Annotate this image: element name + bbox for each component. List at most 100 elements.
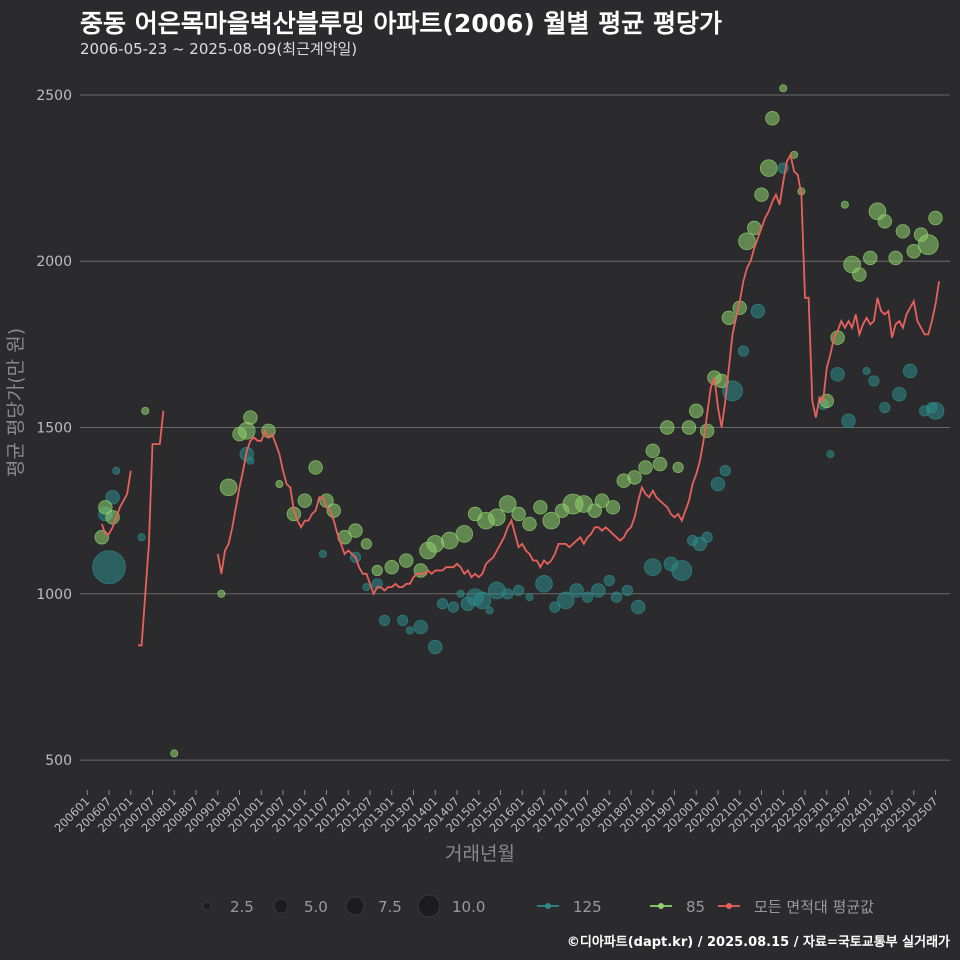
- data-point: [868, 375, 880, 387]
- legend-series-label: 125: [573, 898, 602, 916]
- data-point: [362, 583, 371, 592]
- data-point: [710, 476, 726, 492]
- data-point: [426, 535, 445, 553]
- data-point: [219, 478, 238, 497]
- data-point: [525, 593, 534, 602]
- data-point: [556, 591, 575, 610]
- y-tick-label: 500: [45, 753, 72, 769]
- data-point: [779, 84, 788, 93]
- data-point: [826, 450, 835, 459]
- data-point: [456, 589, 465, 598]
- data-point: [830, 367, 845, 382]
- data-point: [672, 461, 684, 474]
- y-axis-title: 평균 평당가(만 원): [5, 328, 27, 477]
- data-point: [92, 550, 126, 584]
- data-point: [627, 470, 642, 485]
- data-point: [246, 456, 255, 465]
- data-point: [581, 591, 594, 603]
- legend-series-dot: [726, 903, 732, 909]
- data-point: [699, 423, 715, 439]
- data-point: [511, 506, 526, 522]
- data-point: [879, 401, 891, 414]
- average-line: [138, 410, 165, 647]
- data-point: [892, 387, 907, 402]
- data-point: [671, 560, 693, 581]
- data-point: [533, 500, 548, 515]
- data-point: [371, 564, 383, 577]
- average-line: [216, 152, 940, 596]
- y-tick-label: 1000: [36, 587, 72, 603]
- data-point: [513, 584, 525, 597]
- data-point: [98, 500, 113, 515]
- data-point: [862, 366, 871, 375]
- data-point: [591, 583, 606, 598]
- data-point: [643, 558, 662, 576]
- legend-size-swatch: [345, 896, 365, 916]
- data-point: [594, 493, 610, 508]
- data-point: [105, 490, 120, 505]
- data-point: [326, 503, 341, 518]
- data-point: [701, 531, 713, 543]
- data-point: [217, 589, 226, 598]
- source-caption: ©디아파트(dapt.kr) / 2025.08.15 / 자료=국토교통부 실…: [566, 935, 950, 950]
- legend-size-label: 5.0: [304, 898, 328, 916]
- data-point: [840, 200, 849, 209]
- data-point: [522, 516, 537, 532]
- data-point: [569, 583, 584, 598]
- data-point: [754, 187, 769, 202]
- data-point: [719, 465, 731, 477]
- data-point: [378, 614, 391, 626]
- legend-series-dot: [545, 903, 551, 909]
- data-point: [297, 493, 312, 508]
- data-point: [535, 575, 553, 593]
- data-point: [605, 500, 621, 515]
- data-point: [243, 410, 258, 425]
- data-point: [94, 530, 109, 545]
- data-point: [928, 210, 943, 226]
- data-point: [141, 406, 150, 415]
- data-point: [631, 599, 646, 615]
- legend-series-label: 모든 면적대 평균값: [754, 898, 874, 916]
- data-point: [413, 619, 428, 635]
- data-point: [360, 538, 372, 550]
- data-point: [502, 588, 514, 600]
- data-point: [863, 250, 878, 266]
- data-point: [926, 402, 945, 420]
- data-point: [308, 460, 323, 475]
- data-point: [440, 531, 459, 550]
- data-point: [652, 456, 668, 472]
- legend-size-swatch: [417, 894, 441, 918]
- data-point: [428, 639, 443, 655]
- data-point: [841, 413, 856, 429]
- x-axis-title: 거래년월: [445, 843, 515, 865]
- data-point: [759, 159, 778, 177]
- data-point: [917, 234, 939, 256]
- data-point: [852, 267, 867, 282]
- data-point: [765, 111, 780, 126]
- series-125: [92, 162, 945, 655]
- data-point: [436, 598, 449, 610]
- legend-size-label: 2.5: [230, 898, 254, 916]
- average-line: [100, 470, 132, 535]
- data-point: [473, 591, 492, 610]
- data-point: [488, 508, 506, 527]
- data-point: [170, 749, 179, 758]
- legend-size-swatch: [273, 898, 289, 914]
- data-point: [888, 250, 903, 266]
- data-point: [902, 363, 918, 379]
- y-tick-label: 1500: [36, 421, 72, 437]
- data-point: [105, 510, 120, 525]
- data-point: [112, 466, 121, 475]
- data-point: [587, 503, 602, 518]
- data-point: [498, 495, 517, 513]
- legend-series-dot: [658, 903, 664, 909]
- series-85: [94, 84, 943, 758]
- data-point: [603, 574, 615, 587]
- data-point: [455, 525, 474, 543]
- y-tick-label: 2500: [36, 88, 72, 104]
- y-tick-label: 2000: [36, 254, 72, 270]
- data-point: [447, 601, 459, 613]
- data-point: [405, 626, 414, 635]
- data-point: [660, 420, 675, 435]
